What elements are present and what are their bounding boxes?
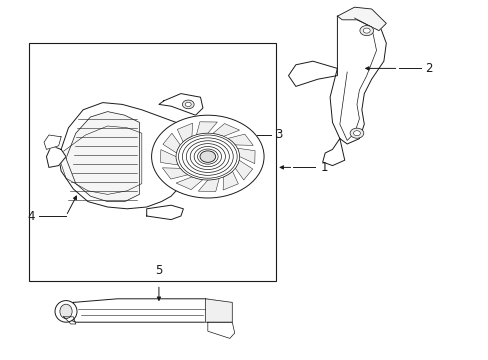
Polygon shape xyxy=(162,168,187,179)
Polygon shape xyxy=(207,322,234,338)
Circle shape xyxy=(353,131,360,136)
Circle shape xyxy=(176,133,239,180)
Circle shape xyxy=(182,100,194,109)
Text: 1: 1 xyxy=(320,161,327,174)
Circle shape xyxy=(349,128,363,138)
Circle shape xyxy=(151,115,264,198)
Polygon shape xyxy=(288,61,337,86)
Polygon shape xyxy=(212,123,239,136)
Ellipse shape xyxy=(55,301,77,322)
Polygon shape xyxy=(205,299,232,322)
Text: 4: 4 xyxy=(28,210,35,222)
Polygon shape xyxy=(163,133,180,153)
Polygon shape xyxy=(176,177,203,190)
Ellipse shape xyxy=(60,304,72,319)
Polygon shape xyxy=(66,112,139,202)
Polygon shape xyxy=(235,160,252,180)
Text: 5: 5 xyxy=(155,264,163,277)
Circle shape xyxy=(359,26,373,36)
Polygon shape xyxy=(337,7,386,31)
Bar xyxy=(29,43,276,281)
Polygon shape xyxy=(59,103,188,209)
Polygon shape xyxy=(329,13,386,144)
Polygon shape xyxy=(227,134,253,145)
Polygon shape xyxy=(322,139,344,166)
Circle shape xyxy=(200,151,215,162)
Polygon shape xyxy=(177,123,192,142)
Polygon shape xyxy=(59,126,142,194)
Polygon shape xyxy=(159,94,203,115)
Polygon shape xyxy=(160,150,178,165)
Polygon shape xyxy=(196,122,217,135)
Polygon shape xyxy=(237,148,255,163)
Text: 2: 2 xyxy=(425,62,432,75)
Polygon shape xyxy=(46,146,66,167)
Polygon shape xyxy=(198,179,219,192)
Circle shape xyxy=(185,102,191,107)
Text: 3: 3 xyxy=(275,129,282,141)
Polygon shape xyxy=(63,299,232,322)
Polygon shape xyxy=(223,171,238,190)
Polygon shape xyxy=(146,205,183,220)
Polygon shape xyxy=(44,135,61,149)
Circle shape xyxy=(363,28,369,33)
